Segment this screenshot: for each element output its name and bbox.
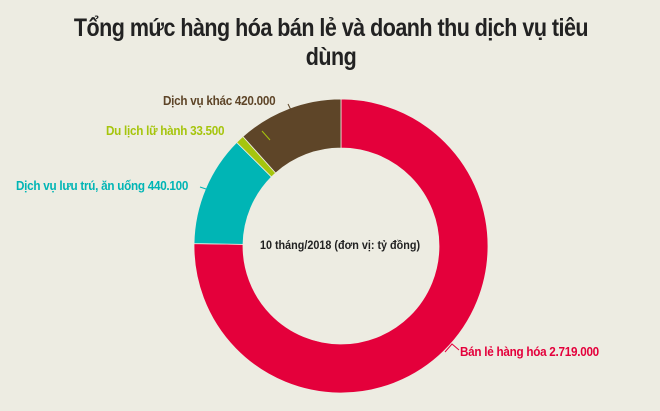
label-leader-lines bbox=[199, 103, 460, 353]
label-retail: Bán lẻ hàng hóa 2.719.000 bbox=[460, 344, 599, 359]
slice-retail bbox=[193, 98, 489, 394]
leader-line bbox=[444, 343, 460, 353]
label-travel: Du lịch lữ hành 33.500 bbox=[106, 123, 225, 138]
label-accommodation: Dịch vụ lưu trú, ăn uống 440.100 bbox=[16, 178, 189, 193]
leader-line bbox=[287, 103, 293, 113]
chart-title: Tổng mức hàng hóa bán lẻ và doanh thu dị… bbox=[73, 14, 589, 71]
donut-slices bbox=[193, 98, 489, 394]
center-label: 10 tháng/2018 (đơn vị: tỷ đồng) bbox=[259, 238, 421, 252]
label-other-services: Dịch vụ khác 420.000 bbox=[163, 93, 276, 108]
slice-other bbox=[242, 98, 342, 174]
leader-line bbox=[199, 186, 207, 190]
leader-line bbox=[261, 130, 271, 141]
